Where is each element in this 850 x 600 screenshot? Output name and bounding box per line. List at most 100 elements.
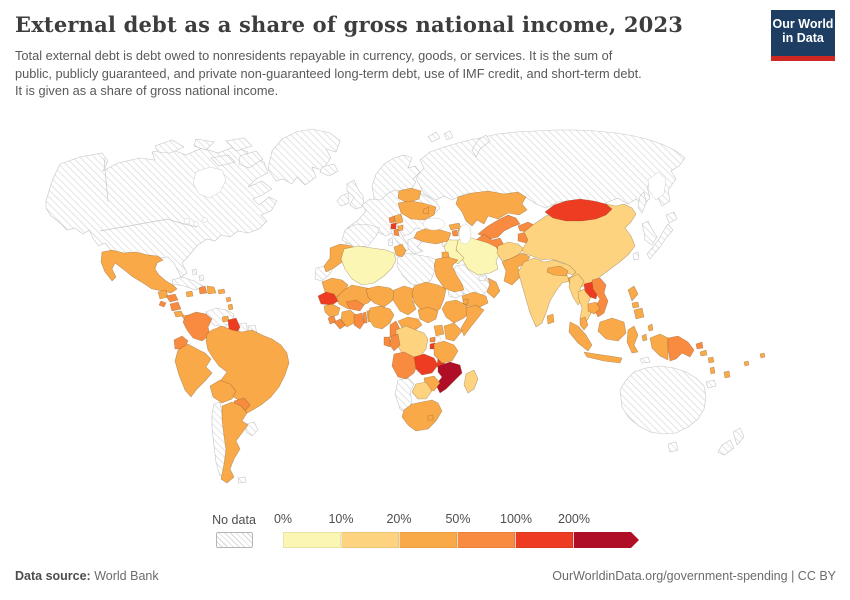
legend-bin-50-100[interactable]: [457, 532, 515, 548]
island-moluccas-icon[interactable]: [641, 333, 648, 342]
country-brazil[interactable]: [205, 325, 290, 416]
country-philippines[interactable]: [627, 285, 639, 302]
country-papua-new-guinea[interactable]: [667, 335, 695, 362]
country-el-salvador[interactable]: [158, 300, 167, 308]
country-zambia[interactable]: [413, 353, 439, 376]
country-south-africa[interactable]: [401, 399, 443, 432]
country-new-zealand[interactable]: [717, 439, 735, 456]
country-samoa[interactable]: [743, 360, 750, 367]
country-vanuatu[interactable]: [709, 366, 716, 375]
country-belarus[interactable]: [397, 187, 422, 204]
country-dr-congo[interactable]: [395, 325, 429, 360]
region-indonesian-papua[interactable]: [649, 333, 669, 361]
country-burkina-faso[interactable]: [345, 299, 365, 312]
country-guinea[interactable]: [323, 303, 341, 318]
island-sumatra-icon[interactable]: [568, 321, 593, 352]
country-uruguay[interactable]: [245, 421, 259, 437]
country-peru[interactable]: [174, 343, 213, 398]
country-solomon-islands[interactable]: [707, 356, 715, 364]
country-sri-lanka[interactable]: [546, 313, 555, 325]
country-uzbekistan[interactable]: [477, 214, 521, 240]
country-namibia[interactable]: [394, 377, 415, 414]
island-new-britain-icon[interactable]: [695, 341, 704, 350]
country-australia[interactable]: [619, 365, 707, 435]
country-spain-portugal[interactable]: [341, 223, 381, 248]
legend-bin-200-plus[interactable]: [573, 532, 639, 548]
country-pakistan[interactable]: [501, 252, 531, 286]
island-sulawesi-icon[interactable]: [626, 325, 639, 354]
country-togo[interactable]: [362, 311, 368, 324]
country-algeria[interactable]: [340, 245, 397, 286]
country-iceland[interactable]: [319, 163, 339, 177]
country-mozambique[interactable]: [435, 361, 463, 394]
country-somalia[interactable]: [460, 304, 485, 337]
country-japan[interactable]: [646, 223, 674, 260]
legend-bin-20-50[interactable]: [399, 532, 457, 548]
island-puerto-rico-icon[interactable]: [217, 288, 226, 295]
island-moluccas-icon[interactable]: [647, 323, 654, 332]
country-jamaica[interactable]: [185, 290, 194, 298]
country-iran[interactable]: [455, 236, 501, 276]
country-malaysia[interactable]: [579, 316, 589, 331]
country-albania[interactable]: [393, 228, 400, 237]
country-tanzania[interactable]: [433, 340, 459, 364]
country-kenya[interactable]: [443, 322, 463, 342]
country-libya[interactable]: [396, 252, 437, 287]
country-mongolia[interactable]: [544, 198, 613, 222]
country-united-kingdom[interactable]: [346, 179, 365, 210]
island-borneo-icon[interactable]: [597, 317, 627, 342]
country-dominican-republic[interactable]: [206, 285, 217, 295]
country-bolivia[interactable]: [209, 379, 237, 404]
country-tunisia[interactable]: [393, 243, 407, 258]
island-pacific-icon[interactable]: [759, 352, 766, 359]
country-uae[interactable]: [478, 275, 488, 282]
country-nicaragua[interactable]: [169, 301, 182, 312]
country-cuba[interactable]: [171, 276, 204, 291]
country-oman[interactable]: [486, 277, 501, 299]
country-chad[interactable]: [392, 285, 417, 316]
country-nepal[interactable]: [546, 265, 569, 277]
owid-link[interactable]: OurWorldinData.org/government-spending: [552, 569, 788, 583]
country-senegal[interactable]: [317, 291, 339, 306]
country-new-zealand[interactable]: [732, 427, 745, 446]
country-ukraine[interactable]: [397, 200, 437, 221]
country-ireland[interactable]: [336, 192, 350, 207]
country-fiji[interactable]: [723, 370, 731, 379]
country-north-macedonia[interactable]: [397, 224, 404, 232]
country-djibouti[interactable]: [462, 298, 469, 305]
island-antilles-icon[interactable]: [227, 303, 234, 311]
country-cambodia[interactable]: [587, 301, 601, 315]
country-mexico[interactable]: [100, 249, 178, 294]
country-philippines[interactable]: [631, 301, 640, 309]
license-label[interactable]: CC BY: [797, 569, 836, 583]
country-ethiopia[interactable]: [441, 299, 473, 324]
owid-logo[interactable]: Our World in Data: [771, 10, 835, 61]
island-java-icon[interactable]: [583, 351, 623, 364]
country-gabon[interactable]: [383, 336, 391, 348]
legend-bin-100-200[interactable]: [515, 532, 573, 548]
country-sudan[interactable]: [411, 281, 447, 314]
country-botswana[interactable]: [411, 381, 433, 400]
country-madagascar[interactable]: [463, 369, 479, 394]
country-niger[interactable]: [365, 285, 397, 308]
country-united-states-canada[interactable]: [45, 146, 278, 278]
country-iraq[interactable]: [443, 239, 465, 265]
country-philippines[interactable]: [633, 307, 645, 320]
island-antilles-icon[interactable]: [225, 296, 232, 303]
country-egypt[interactable]: [433, 256, 465, 293]
no-data-swatch[interactable]: [216, 532, 253, 548]
country-moldova[interactable]: [422, 206, 430, 215]
country-uganda[interactable]: [433, 324, 445, 337]
country-korea[interactable]: [641, 220, 658, 246]
legend-bin-0-10[interactable]: [283, 532, 341, 548]
country-nigeria[interactable]: [367, 305, 395, 330]
country-ecuador[interactable]: [173, 335, 189, 350]
country-honduras[interactable]: [165, 293, 179, 303]
country-kazakhstan[interactable]: [455, 190, 528, 227]
legend-bin-10-20[interactable]: [341, 532, 399, 548]
country-ghana[interactable]: [353, 312, 365, 330]
country-lesotho[interactable]: [427, 414, 434, 421]
country-serbia[interactable]: [393, 213, 404, 225]
country-armenia[interactable]: [451, 229, 459, 237]
country-haiti[interactable]: [198, 285, 208, 295]
